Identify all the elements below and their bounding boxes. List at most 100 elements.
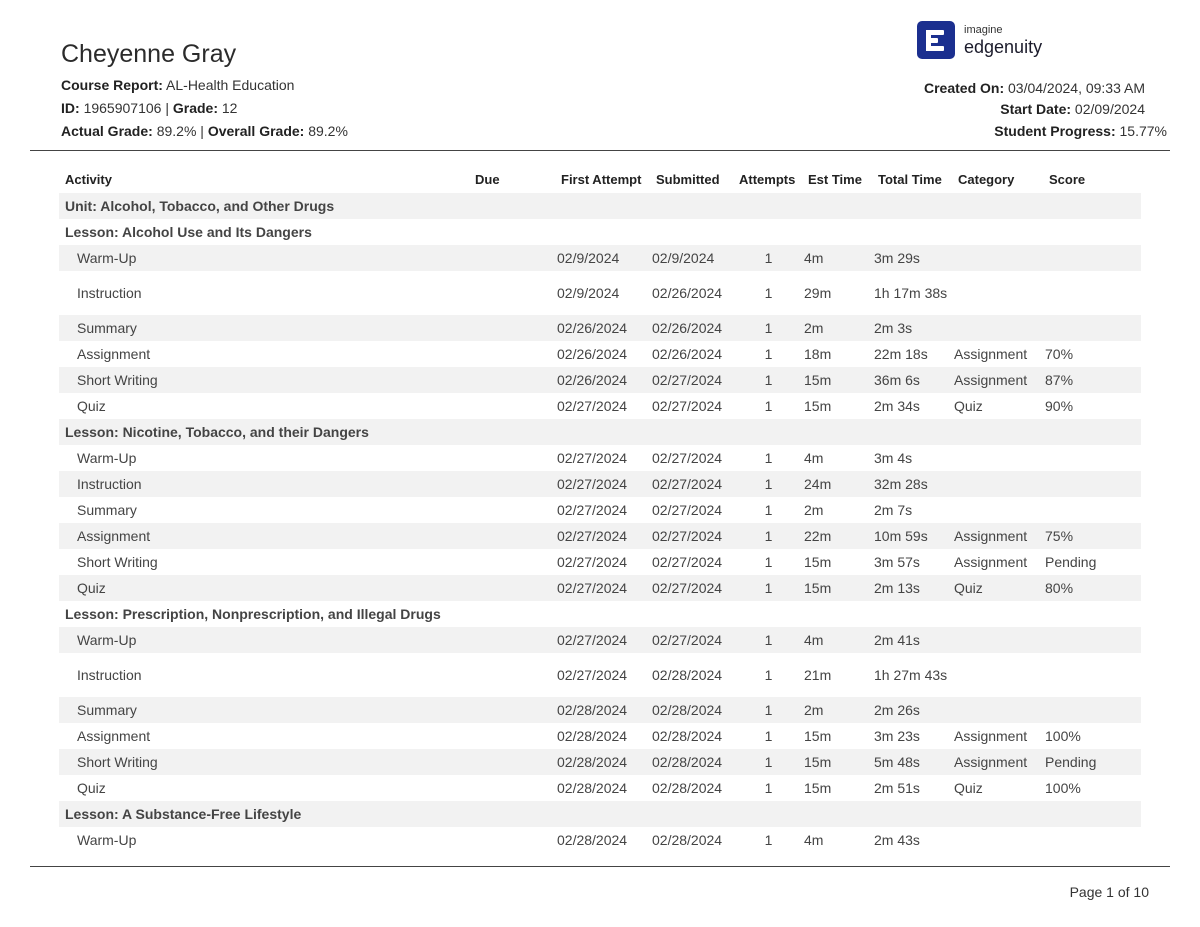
attempts-cell: 1: [733, 245, 802, 271]
first-attempt-cell: 02/26/2024: [555, 367, 650, 393]
start-date-line: Start Date: 02/09/2024: [1000, 101, 1145, 117]
grade-value: 12: [221, 100, 238, 116]
attempts-cell: 1: [764, 502, 773, 518]
score-cell: [1043, 471, 1141, 497]
est-time-cell: 15m: [804, 780, 832, 796]
first-attempt-cell: 02/27/2024: [557, 450, 628, 466]
score-cell: [1043, 315, 1141, 341]
first-attempt-cell: 02/27/2024: [555, 575, 650, 601]
est-time-cell: 22m: [802, 523, 872, 549]
score-cell: 75%: [1043, 523, 1141, 549]
id-label: ID:: [61, 100, 80, 116]
total-time-cell: 3m 4s: [874, 449, 913, 466]
category-cell: [952, 271, 1043, 315]
submitted-cell: 02/26/2024: [652, 285, 723, 301]
column-header-score: Score: [1049, 172, 1086, 187]
attempts-cell: 1: [733, 749, 802, 775]
activity-cell: Quiz: [77, 780, 106, 796]
category-cell: [952, 697, 1043, 723]
table-header-row: Activity Due First Attempt Submitted Att…: [59, 166, 1141, 193]
score-cell: [1043, 271, 1141, 315]
est-time-cell: 4m: [804, 450, 824, 466]
table-row: Summary 02/27/2024 02/27/2024 1 2m 2m 7s: [59, 497, 1141, 523]
overall-grade-label: Overall Grade:: [207, 123, 305, 139]
attempts-cell: 1: [764, 554, 773, 570]
column-header-submitted: Submitted: [656, 172, 720, 187]
lesson-row: Lesson: A Substance-Free Lifestyle: [59, 801, 1141, 827]
table-row: Quiz 02/27/2024 02/27/2024 1 15m 2m 34s Quiz 90…: [59, 393, 1141, 419]
submitted-cell: 02/28/2024: [652, 780, 723, 796]
total-time-cell: 10m 59s: [872, 523, 952, 549]
table-row: Assignment 02/27/2024 02/27/2024 1 22m 10m 59…: [59, 523, 1141, 549]
grade-label: Grade:: [172, 100, 218, 116]
lesson-title: Lesson: Nicotine, Tobacco, and their Dan…: [59, 419, 1141, 445]
table-row: Assignment 02/26/2024 02/26/2024 1 18m 22m 18…: [59, 341, 1141, 367]
unit-title: Unit: Alcohol, Tobacco, and Other Drugs: [59, 193, 1141, 219]
table-row: Short Writing 02/27/2024 02/27/2024 1 15m 3m …: [59, 549, 1141, 575]
first-attempt-cell: 02/27/2024: [557, 398, 628, 414]
score-cell: [1043, 827, 1141, 853]
est-time-cell: 21m: [804, 667, 832, 683]
total-time-cell: 2m 41s: [872, 627, 952, 653]
total-time-cell: 36m 6s: [872, 367, 952, 393]
activity-cell: Warm-Up: [77, 832, 137, 848]
table-row: Instruction 02/27/2024 02/28/2024 1 21m 1h 27…: [59, 653, 1141, 697]
column-header-attempts: Attempts: [739, 172, 796, 187]
due-cell: [469, 775, 555, 801]
category-cell: Assignment: [952, 749, 1043, 775]
est-time-cell: 4m: [802, 627, 872, 653]
due-cell: [469, 523, 555, 549]
column-header-activity: Activity: [65, 172, 112, 187]
category-cell: Quiz: [954, 780, 983, 796]
activity-cell: Instruction: [77, 667, 142, 683]
score-cell: [1043, 697, 1141, 723]
first-attempt-cell: 02/26/2024: [557, 346, 628, 362]
attempts-cell: 1: [764, 667, 773, 683]
due-cell: [469, 827, 555, 853]
est-time-cell: 15m: [804, 728, 832, 744]
created-on-label: Created On:: [923, 80, 1005, 96]
due-cell: [469, 341, 555, 367]
due-cell: [469, 471, 555, 497]
total-time-cell: 1h 27m 43s: [874, 666, 948, 683]
score-cell: Pending: [1045, 554, 1097, 570]
submitted-cell: 02/26/2024: [650, 315, 733, 341]
lesson-row: Lesson: Alcohol Use and Its Dangers: [59, 219, 1141, 245]
score-cell: 100%: [1045, 728, 1081, 744]
grades-line: Actual Grade: 89.2% | Overall Grade: 89.…: [61, 123, 348, 139]
table-row: Short Writing 02/28/2024 02/28/2024 1 15m 5m …: [59, 749, 1141, 775]
student-progress-value: 15.77%: [1119, 123, 1167, 139]
activity-cell: Short Writing: [77, 554, 158, 570]
submitted-cell: 02/9/2024: [650, 245, 733, 271]
attempts-cell: 1: [764, 728, 773, 744]
due-cell: [469, 271, 555, 315]
start-date-label: Start Date:: [1000, 101, 1072, 117]
due-cell: [469, 393, 555, 419]
first-attempt-cell: 02/27/2024: [557, 667, 628, 683]
student-progress-line: Student Progress: 15.77%: [994, 123, 1167, 139]
total-time-cell: 2m 13s: [872, 575, 952, 601]
table-row: Summary 02/28/2024 02/28/2024 1 2m 2m 26s: [59, 697, 1141, 723]
category-cell: Assignment: [954, 554, 1028, 570]
activity-cell: Assignment: [77, 346, 151, 362]
submitted-cell: 02/27/2024: [652, 554, 723, 570]
submitted-cell: 02/27/2024: [652, 502, 723, 518]
score-cell: Pending: [1043, 749, 1141, 775]
activity-cell: Quiz: [77, 398, 106, 414]
due-cell: [469, 367, 555, 393]
activity-cell: Instruction: [77, 285, 142, 301]
total-time-cell: 2m 7s: [874, 501, 913, 518]
due-cell: [469, 653, 555, 697]
submitted-cell: 02/27/2024: [650, 367, 733, 393]
category-cell: [952, 653, 1043, 697]
lesson-row: Lesson: Prescription, Nonprescription, a…: [59, 601, 1141, 627]
attempts-cell: 1: [733, 367, 802, 393]
lesson-title: Lesson: Prescription, Nonprescription, a…: [65, 606, 441, 622]
est-time-cell: 24m: [802, 471, 872, 497]
activity-cell: Summary: [77, 502, 137, 518]
column-header-est-time: Est Time: [808, 172, 862, 187]
table-row: Quiz 02/28/2024 02/28/2024 1 15m 2m 51s Quiz 10…: [59, 775, 1141, 801]
table-row: Assignment 02/28/2024 02/28/2024 1 15m 3m 23s…: [59, 723, 1141, 749]
student-name: Cheyenne Gray: [61, 40, 237, 68]
activity-cell: Quiz: [59, 575, 469, 601]
